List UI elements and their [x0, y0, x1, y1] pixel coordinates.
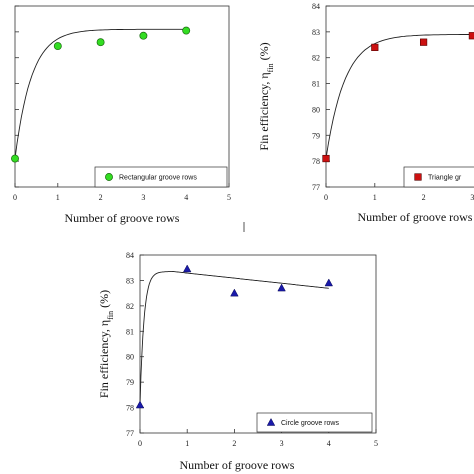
y-tick-label: 77 — [312, 183, 320, 192]
legend: Circle groove rows — [256, 412, 373, 433]
y-tick-label: 82 — [126, 302, 134, 311]
data-point — [96, 38, 105, 47]
y-tick-label: 80 — [312, 105, 320, 114]
data-point — [230, 288, 239, 297]
data-point — [182, 26, 191, 35]
data-point — [322, 154, 330, 163]
y-tick-label: 78 — [312, 157, 320, 166]
plot-frame — [139, 254, 377, 434]
y-axis-label: Fin efficiency, ηfin(%) — [97, 290, 115, 398]
x-tick-label: 2 — [232, 439, 236, 448]
x-tick-label: 5 — [374, 439, 378, 448]
y-tick-label: 84 — [312, 2, 320, 11]
data-point — [266, 417, 276, 426]
y-tick-label: 84 — [126, 251, 134, 260]
data-point — [468, 32, 474, 40]
data-point — [105, 173, 113, 181]
fit-curve — [325, 34, 474, 159]
legend-marker — [105, 173, 113, 181]
legend-label: Circle groove rows — [281, 420, 339, 427]
y-tick-label: 81 — [126, 327, 134, 336]
x-axis-label: Number of groove rows — [180, 458, 295, 472]
y-tick-label: 83 — [312, 28, 320, 37]
x-tick-label: 0 — [13, 193, 17, 202]
chart-panel-2: 77 78 79 80 81 82 83 84 0 1 2 3 Number of groove row… — [257, 2, 474, 224]
y-tick-label: 83 — [126, 276, 134, 285]
legend: Rectangular groove rows — [94, 166, 228, 188]
x-tick-label: 1 — [185, 439, 189, 448]
legend-box — [94, 166, 228, 188]
data-point — [11, 154, 19, 163]
x-tick-label: 1 — [373, 193, 377, 202]
x-tick-label: 3 — [470, 193, 474, 202]
data-point — [53, 42, 62, 51]
data-point — [419, 38, 428, 46]
y-axis-label: Fin efficiency, ηfin(%) — [257, 42, 275, 150]
fit-curve — [139, 271, 329, 406]
x-axis-label: Number of groove rows — [65, 211, 180, 225]
legend-marker — [414, 173, 422, 181]
legend: Triangle gr — [403, 166, 474, 188]
x-tick-label: 5 — [227, 193, 231, 202]
data-point — [324, 278, 334, 287]
legend-box — [256, 412, 373, 433]
x-tick-label: 0 — [138, 439, 142, 448]
x-tick-label: 4 — [184, 193, 188, 202]
chart-panel-1: 0 1 2 3 4 5 Number of groove rows Rectangular g… — [11, 5, 231, 225]
x-tick-label: 2 — [422, 193, 426, 202]
fit-curve — [14, 28, 187, 159]
y-tick-label: 78 — [126, 404, 134, 413]
plot-frame — [14, 5, 230, 188]
legend-label: Rectangular groove rows — [119, 175, 197, 182]
legend-label: Triangle gr — [428, 175, 462, 182]
legend-box — [403, 166, 474, 188]
data-point — [182, 264, 192, 273]
y-tick-label: 77 — [126, 429, 134, 438]
x-tick-label: 4 — [327, 439, 331, 448]
data-point — [414, 173, 422, 181]
y-tick-label: 82 — [312, 54, 320, 63]
x-tick-label: 3 — [141, 193, 145, 202]
data-point — [371, 43, 379, 51]
x-tick-label: 0 — [324, 193, 328, 202]
legend-marker — [266, 417, 276, 426]
data-point — [135, 400, 145, 409]
y-tick-label: 79 — [126, 378, 134, 387]
y-tick-label: 81 — [312, 80, 320, 89]
chart-panel-3: 77 78 79 80 81 82 83 84 0 1 2 3 4 5 Number of groove r… — [97, 251, 378, 472]
x-tick-label: 2 — [99, 193, 103, 202]
plot-frame — [325, 5, 474, 188]
data-point — [139, 31, 148, 40]
y-tick-label: 80 — [126, 353, 134, 362]
data-point — [277, 283, 286, 292]
x-tick-label: 1 — [56, 193, 60, 202]
x-tick-label: 3 — [280, 439, 284, 448]
x-axis-label: Number of groove rows — [358, 210, 473, 224]
y-tick-label: 79 — [312, 131, 320, 140]
